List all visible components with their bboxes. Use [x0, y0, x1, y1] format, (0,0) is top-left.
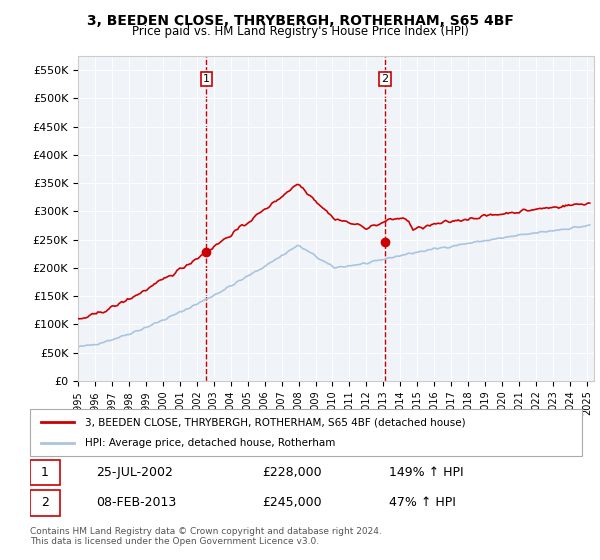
Text: 3, BEEDEN CLOSE, THRYBERGH, ROTHERHAM, S65 4BF: 3, BEEDEN CLOSE, THRYBERGH, ROTHERHAM, S… — [86, 14, 514, 28]
Text: Price paid vs. HM Land Registry's House Price Index (HPI): Price paid vs. HM Land Registry's House … — [131, 25, 469, 38]
FancyBboxPatch shape — [30, 460, 61, 486]
Text: 1: 1 — [203, 74, 210, 84]
Text: 08-FEB-2013: 08-FEB-2013 — [96, 496, 176, 509]
FancyBboxPatch shape — [30, 409, 582, 456]
Text: 47% ↑ HPI: 47% ↑ HPI — [389, 496, 455, 509]
Text: 2: 2 — [382, 74, 389, 84]
Text: 25-JUL-2002: 25-JUL-2002 — [96, 466, 173, 479]
Text: 149% ↑ HPI: 149% ↑ HPI — [389, 466, 463, 479]
FancyBboxPatch shape — [30, 490, 61, 516]
Text: 1: 1 — [41, 466, 49, 479]
Text: £245,000: £245,000 — [262, 496, 322, 509]
Text: 3, BEEDEN CLOSE, THRYBERGH, ROTHERHAM, S65 4BF (detached house): 3, BEEDEN CLOSE, THRYBERGH, ROTHERHAM, S… — [85, 417, 466, 427]
Text: 2: 2 — [41, 496, 49, 509]
Text: £228,000: £228,000 — [262, 466, 322, 479]
Text: HPI: Average price, detached house, Rotherham: HPI: Average price, detached house, Roth… — [85, 438, 335, 448]
Text: Contains HM Land Registry data © Crown copyright and database right 2024.
This d: Contains HM Land Registry data © Crown c… — [30, 526, 382, 546]
